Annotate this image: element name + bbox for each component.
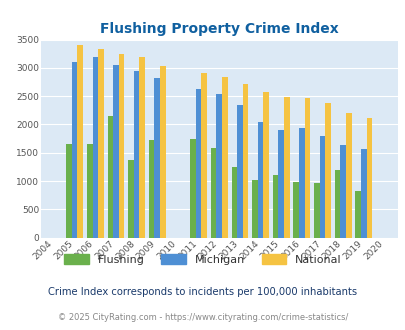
Bar bbox=[113, 65, 119, 238]
Bar bbox=[139, 57, 145, 238]
Bar bbox=[66, 144, 72, 238]
Bar bbox=[257, 122, 263, 238]
Bar bbox=[304, 98, 309, 238]
Bar bbox=[354, 191, 360, 238]
Bar bbox=[293, 182, 298, 238]
Bar bbox=[252, 180, 257, 238]
Bar bbox=[366, 118, 371, 238]
Bar bbox=[134, 71, 139, 238]
Bar bbox=[360, 149, 366, 238]
Bar bbox=[87, 144, 92, 238]
Bar bbox=[334, 170, 339, 238]
Bar bbox=[195, 89, 201, 238]
Bar bbox=[149, 140, 154, 238]
Bar bbox=[242, 84, 247, 238]
Bar bbox=[324, 103, 330, 238]
Bar bbox=[216, 94, 222, 238]
Text: © 2025 CityRating.com - https://www.cityrating.com/crime-statistics/: © 2025 CityRating.com - https://www.city… bbox=[58, 313, 347, 322]
Bar bbox=[107, 116, 113, 238]
Bar bbox=[339, 145, 345, 238]
Bar bbox=[190, 139, 195, 238]
Bar bbox=[278, 130, 283, 238]
Bar bbox=[237, 105, 242, 238]
Bar bbox=[92, 56, 98, 238]
Bar bbox=[210, 148, 216, 238]
Bar bbox=[72, 62, 77, 238]
Bar bbox=[231, 167, 237, 238]
Bar bbox=[201, 73, 207, 238]
Text: Crime Index corresponds to incidents per 100,000 inhabitants: Crime Index corresponds to incidents per… bbox=[48, 287, 357, 297]
Bar bbox=[272, 175, 278, 238]
Bar bbox=[263, 92, 268, 238]
Bar bbox=[154, 78, 160, 238]
Bar bbox=[319, 136, 324, 238]
Bar bbox=[128, 159, 134, 238]
Bar bbox=[77, 45, 83, 238]
Bar bbox=[313, 183, 319, 238]
Bar bbox=[119, 54, 124, 238]
Legend: Flushing, Michigan, National: Flushing, Michigan, National bbox=[60, 250, 345, 269]
Bar bbox=[345, 113, 351, 238]
Bar bbox=[222, 77, 227, 238]
Bar bbox=[98, 49, 103, 238]
Bar bbox=[298, 128, 304, 238]
Title: Flushing Property Crime Index: Flushing Property Crime Index bbox=[100, 22, 338, 36]
Bar bbox=[160, 66, 165, 238]
Bar bbox=[283, 97, 289, 238]
